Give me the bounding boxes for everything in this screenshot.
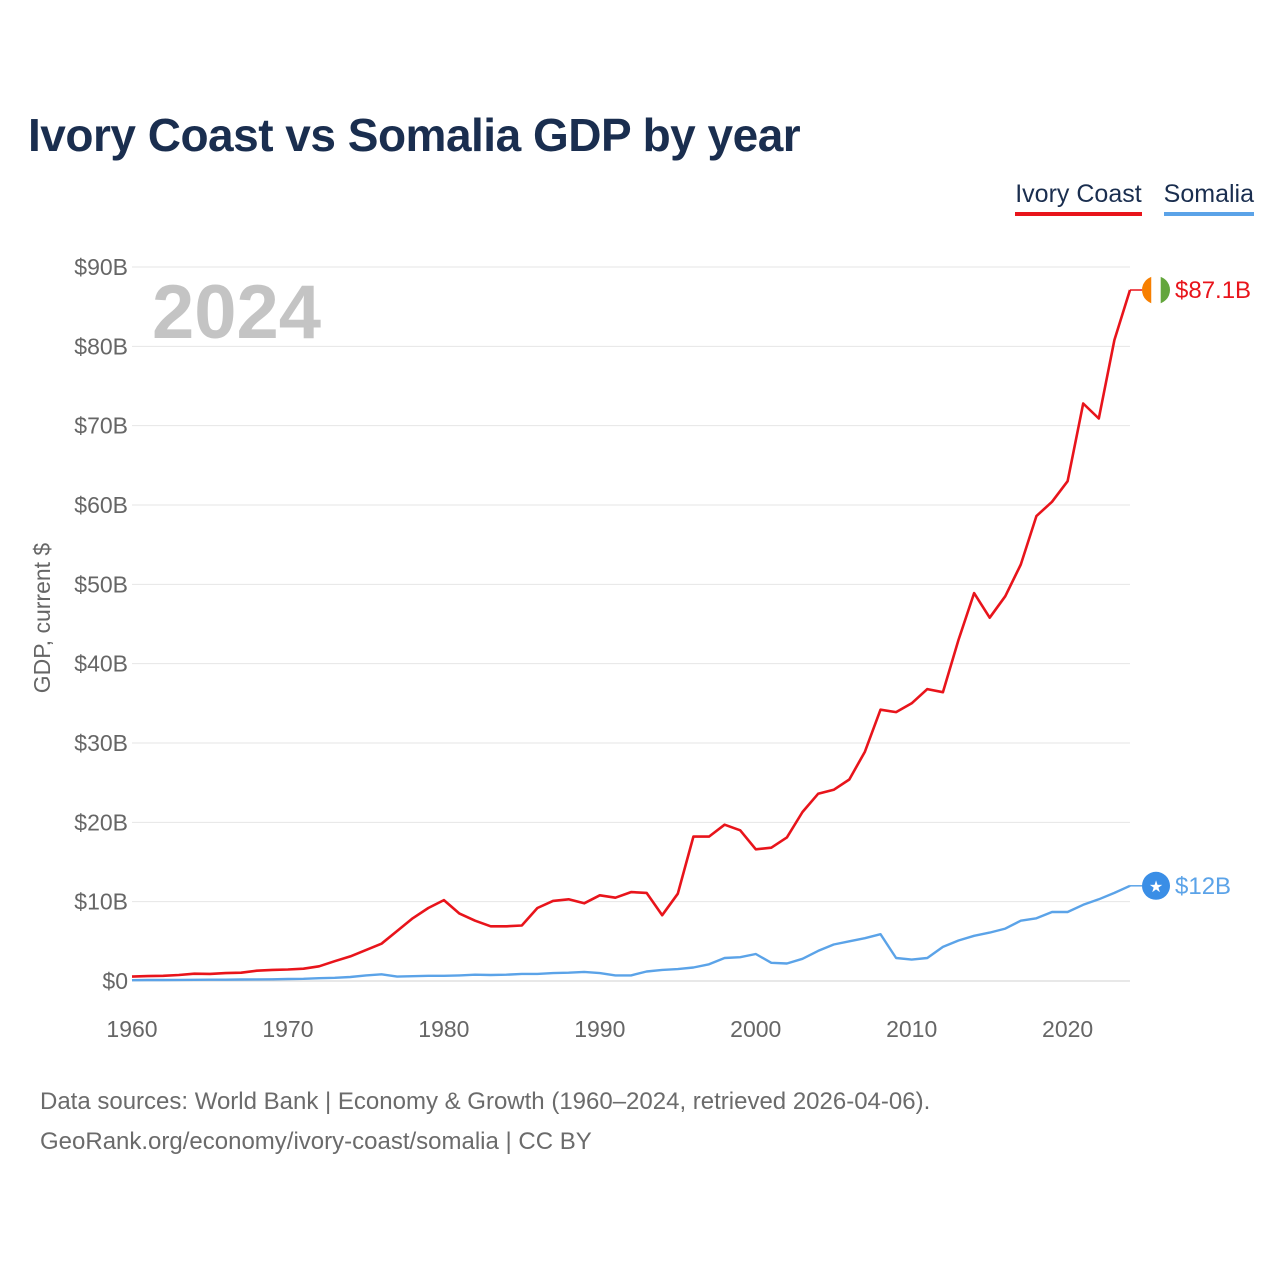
y-tick-label: $0 bbox=[102, 968, 128, 994]
chart-title: Ivory Coast vs Somalia GDP by year bbox=[28, 109, 801, 161]
gdp-line-chart: $0 $10B $20B $30B $40B $50B $60B $70B $80B $90B 1… bbox=[29, 254, 1251, 1042]
y-tick-label: $60B bbox=[74, 492, 128, 518]
y-tick-label: $20B bbox=[74, 809, 128, 835]
y-tick-label: $40B bbox=[74, 651, 128, 677]
y-axis-ticks: $0 $10B $20B $30B $40B $50B $60B $70B $80B $90B bbox=[74, 254, 128, 994]
y-tick-label: $50B bbox=[74, 571, 128, 597]
x-tick-label: 1990 bbox=[574, 1016, 625, 1042]
gridlines bbox=[132, 266, 1130, 982]
source-note: Data sources: World Bank | Economy & Gro… bbox=[40, 1082, 930, 1162]
source-line-1: Data sources: World Bank | Economy & Gro… bbox=[40, 1088, 931, 1115]
y-tick-label: $90B bbox=[74, 254, 128, 280]
x-tick-label: 1960 bbox=[106, 1016, 157, 1042]
ivory-coast-flag-icon bbox=[1142, 276, 1170, 305]
y-tick-label: $80B bbox=[74, 333, 128, 359]
end-markers: $87.1B ★ $12B bbox=[1130, 276, 1251, 900]
x-tick-label: 2000 bbox=[730, 1016, 781, 1042]
legend: Ivory Coast Somalia bbox=[1015, 180, 1254, 216]
y-tick-label: $30B bbox=[74, 730, 128, 756]
year-watermark: 2024 bbox=[152, 270, 321, 355]
legend-item-somalia[interactable]: Somalia bbox=[1163, 180, 1254, 216]
end-value-label: $12B bbox=[1175, 873, 1231, 900]
svg-text:★: ★ bbox=[1149, 877, 1163, 896]
x-tick-label: 2010 bbox=[886, 1016, 937, 1042]
x-tick-label: 1970 bbox=[262, 1016, 313, 1042]
series-lines bbox=[131, 289, 1132, 982]
x-tick-label: 2020 bbox=[1042, 1016, 1093, 1042]
somalia-flag-icon: ★ bbox=[1142, 871, 1170, 900]
y-axis-title: GDP, current $ bbox=[29, 543, 55, 694]
x-tick-label: 1980 bbox=[418, 1016, 469, 1042]
ivory-coast-line[interactable] bbox=[131, 289, 1132, 978]
y-tick-label: $70B bbox=[74, 413, 128, 439]
legend-item-ivory-coast[interactable]: Ivory Coast bbox=[1015, 180, 1142, 216]
y-tick-label: $10B bbox=[74, 889, 128, 915]
x-axis-ticks: 1960 1970 1980 1990 2000 2010 2020 bbox=[106, 1016, 1093, 1042]
end-value-label: $87.1B bbox=[1175, 277, 1251, 304]
source-line-2: GeoRank.org/economy/ivory-coast/somalia … bbox=[40, 1128, 592, 1155]
somalia-line[interactable] bbox=[131, 884, 1131, 982]
